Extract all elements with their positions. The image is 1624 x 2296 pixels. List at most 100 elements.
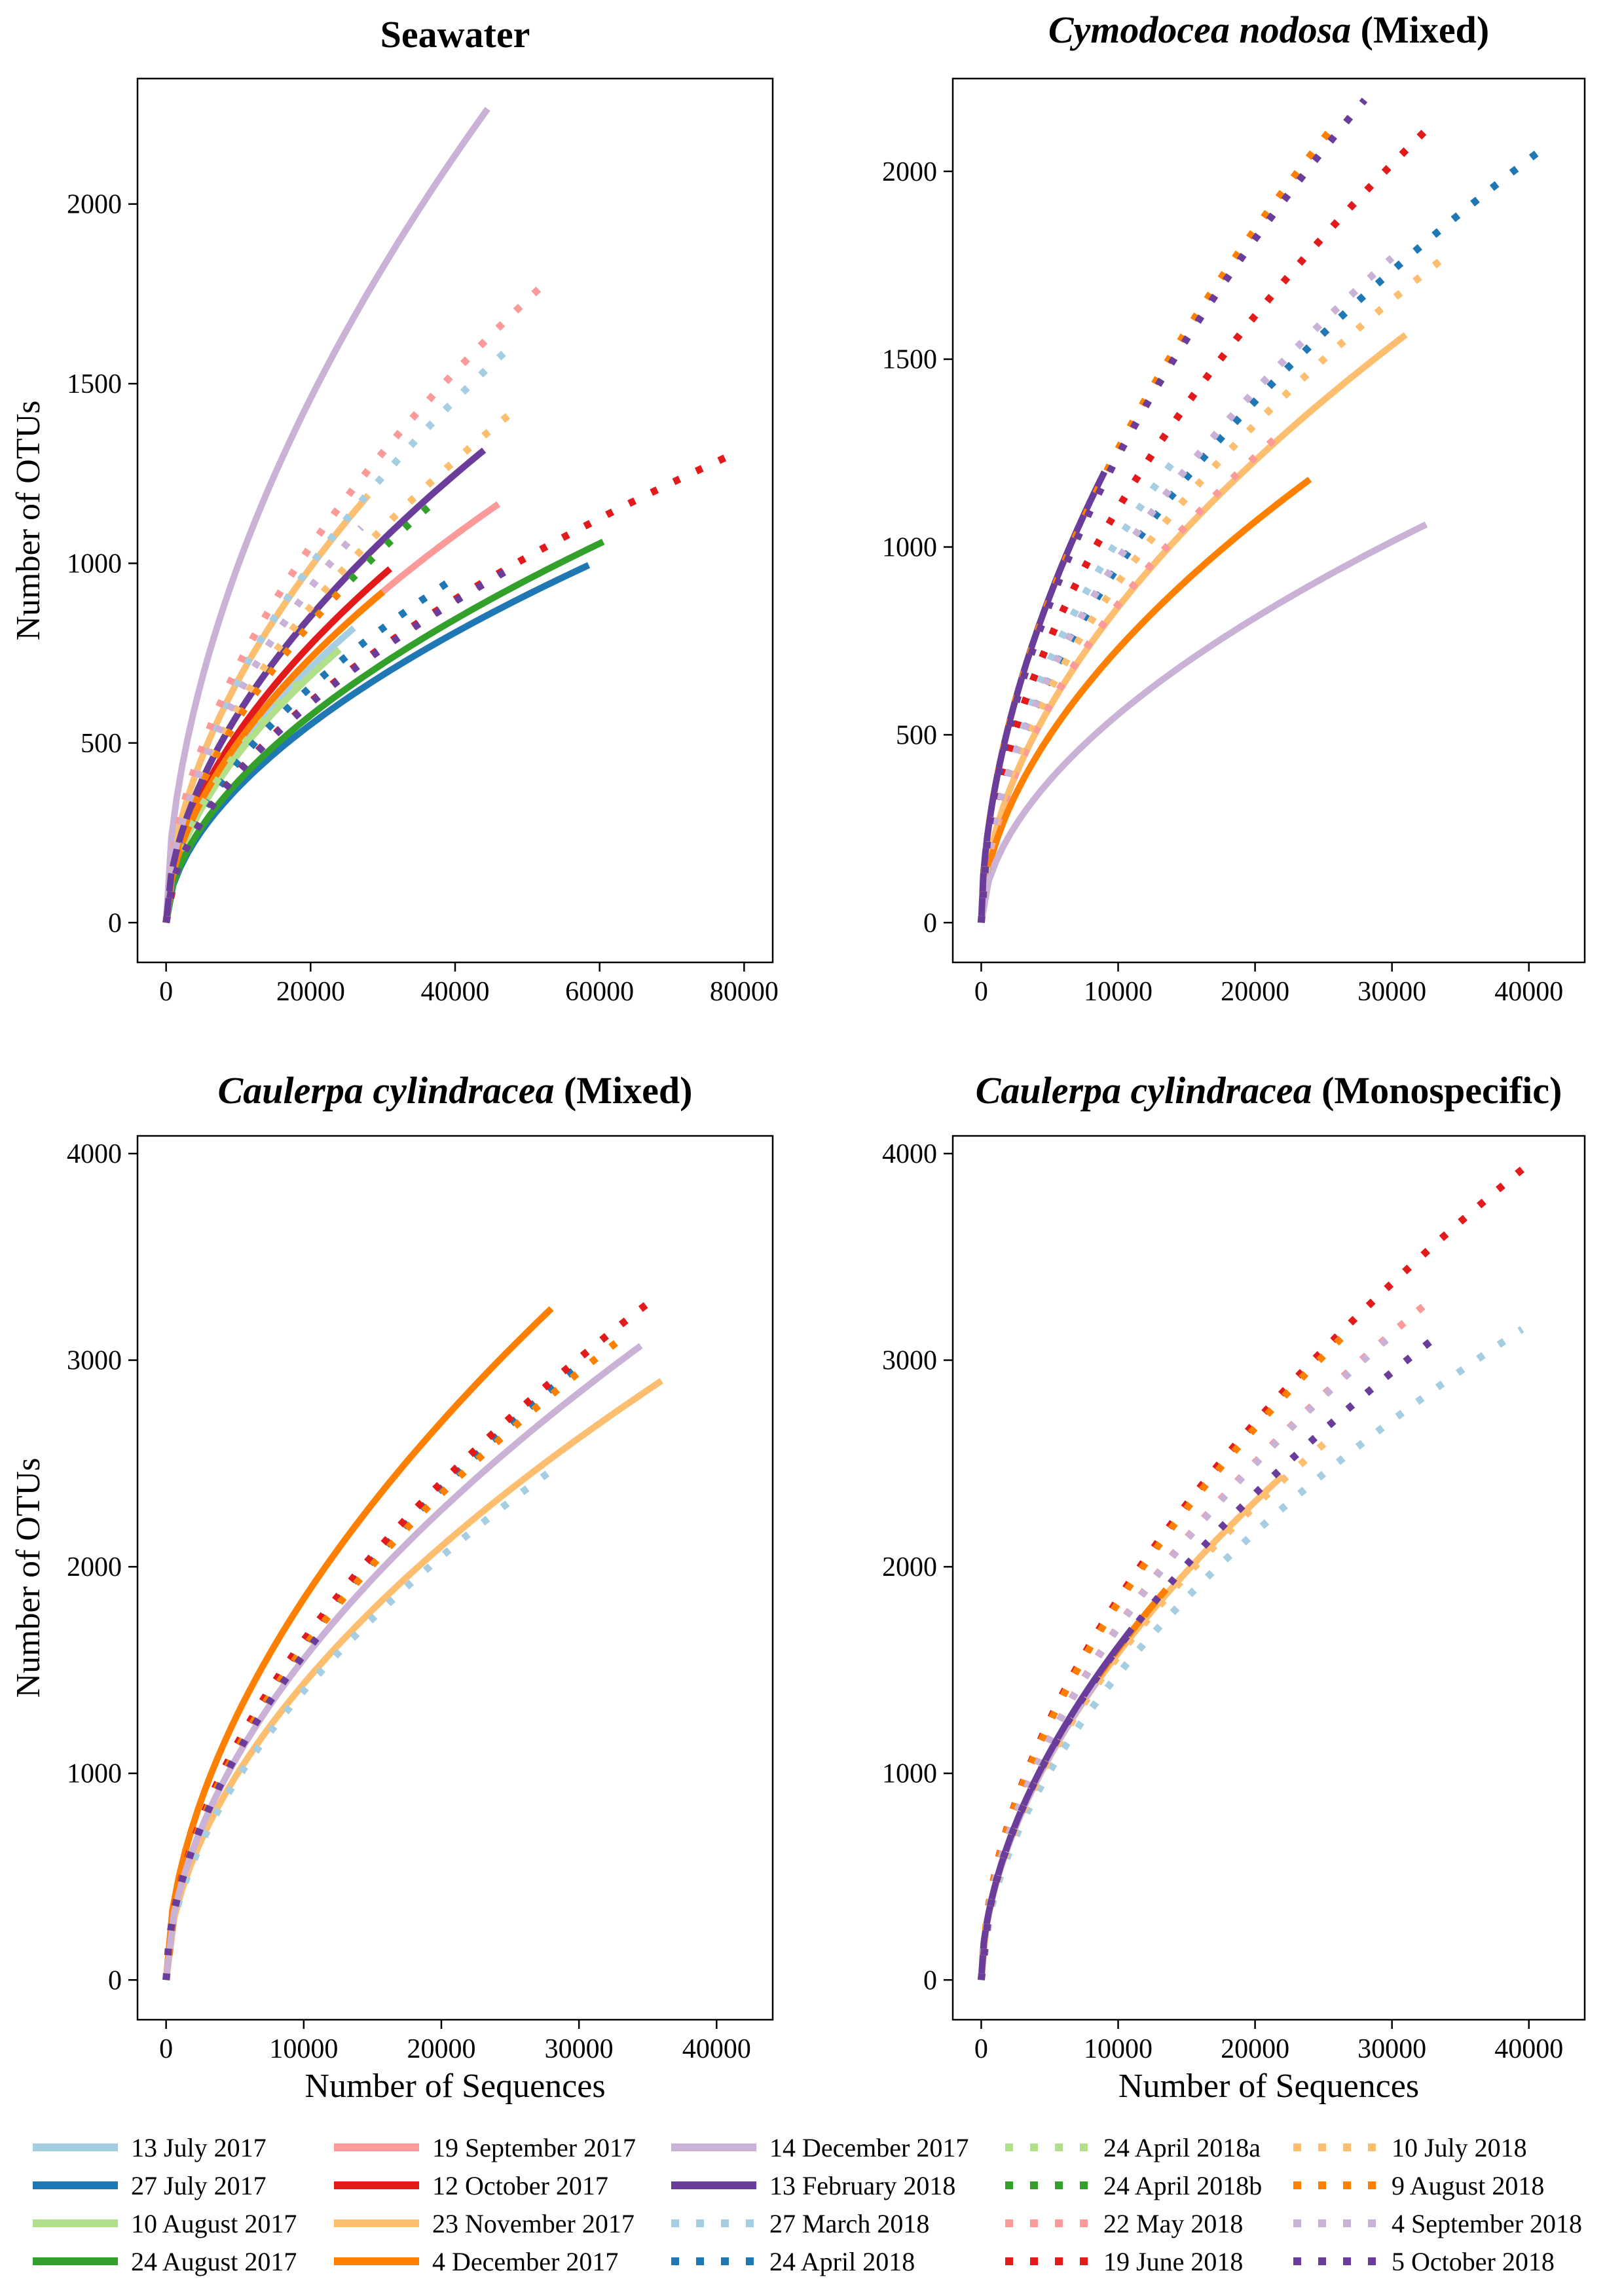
panel-3: Caulerpa cylindracea (Mixed)0 10000 20000 3… [10,1069,774,2105]
x-tick-label: 0 [159,2034,173,2064]
legend-label: 22 May 2018 [1103,2209,1243,2238]
y-tick-label: 2000 [67,1552,122,1582]
series-curve-27-july-2017 [162,562,591,924]
series-curve-4-december-2017 [162,1306,554,1980]
x-tick-label: 30000 [545,2034,614,2064]
series-curve-19-june-2018 [977,1161,1532,1980]
series-curve-10-july-2018 [977,247,1456,923]
x-tick-label: 20000 [276,977,345,1007]
legend-item-27-july-2017: 27 July 2017 [33,2171,267,2200]
x-tick-label: 40000 [1494,977,1563,1007]
legend-item-27-march-2018: 27 March 2018 [671,2209,929,2238]
y-tick-label: 500 [81,729,122,759]
legend-item-14-december-2017: 14 December 2017 [671,2133,969,2162]
y-tick-label: 500 [896,720,937,750]
legend-item-24-april-2018b: 24 April 2018b [1005,2171,1262,2200]
y-tick-label: 1000 [882,533,937,563]
legend-item-22-may-2018: 22 May 2018 [1005,2209,1243,2238]
series-curve-19-september-2017 [162,501,501,923]
chart-title-part: (Monospecific) [1312,1069,1562,1112]
chart-title-part: Seawater [380,13,530,56]
y-tick-label: 4000 [67,1139,122,1169]
legend-item-4-september-2018: 4 September 2018 [1293,2209,1582,2238]
legend-item-10-august-2017: 10 August 2017 [33,2209,297,2238]
x-axis-label: Number of Sequences [1118,2068,1419,2105]
plot-frame [951,77,1586,964]
x-tick-label: 10000 [269,2034,338,2064]
x-tick-label: 0 [974,977,988,1007]
legend-label: 14 December 2017 [769,2133,969,2162]
x-axis-label: Number of Sequences [304,2068,605,2105]
x-tick-label: 20000 [407,2034,475,2064]
x-tick-label: 0 [159,977,173,1007]
chart-title-part: Caulerpa cylindracea [976,1069,1312,1112]
series-curve-23-november-2017 [978,1473,1285,1980]
series-curve-27-march-2018 [162,1463,561,1980]
legend-label: 9 August 2018 [1392,2171,1544,2200]
chart-title: Caulerpa cylindracea (Mixed) [218,1069,693,1112]
legend-item-13-july-2017: 13 July 2017 [33,2133,267,2162]
legend-item-12-october-2017: 12 October 2017 [334,2171,608,2200]
legend-label: 4 December 2017 [432,2247,618,2276]
legend-label: 24 April 2018a [1103,2133,1261,2162]
y-tick-label: 0 [108,908,122,938]
series-curve-4-september-2018 [977,1326,1401,1980]
series-curve-23-november-2017 [162,1377,663,1980]
plot-frame [136,77,774,964]
plot-frame [951,1135,1586,2021]
legend-label: 19 June 2018 [1103,2247,1243,2276]
legend-label: 12 October 2017 [432,2171,608,2200]
series-curve-9-august-2018 [162,582,350,923]
series-curve-23-november-2017 [978,332,1408,923]
series-curve-9-august-2018 [162,1336,623,1980]
plot-frame [136,1135,774,2021]
legend-label: 27 July 2017 [131,2171,267,2200]
series-curve-5-october-2018 [162,1626,327,1980]
series-curve-22-may-2018 [977,435,1278,923]
chart-title-part: Cymodocea nodosa [1048,9,1351,51]
legend-item-13-february-2018: 13 February 2018 [671,2171,955,2200]
series-curve-27-march-2018 [162,348,508,923]
legend-item-19-june-2018: 19 June 2018 [1005,2247,1243,2276]
legend-label: 4 September 2018 [1392,2209,1582,2238]
curves [162,107,728,924]
legend-label: 27 March 2018 [769,2209,929,2238]
curves [977,98,1545,924]
x-tick-label: 80000 [710,977,779,1007]
series-curve-4-september-2018 [977,255,1395,923]
series-curve-9-august-2018 [977,1332,1347,1980]
x-tick-label: 40000 [682,2034,751,2064]
curves [162,1295,663,1980]
series-curve-13-february-2018 [162,447,487,923]
y-tick-label: 1500 [67,369,122,399]
legend-item-10-july-2018: 10 July 2018 [1293,2133,1527,2162]
curves [977,1161,1532,1981]
series-curve-4-december-2017 [978,477,1312,923]
series-curve-10-july-2018 [162,406,519,923]
series-curve-24-august-2017 [162,539,605,924]
legend-item-9-august-2018: 9 August 2018 [1293,2171,1544,2200]
series-curve-22-may-2018 [977,1295,1435,1980]
legend-label: 23 November 2017 [432,2209,635,2238]
chart-title-part: (Mixed) [554,1069,692,1112]
y-tick-label: 1000 [67,549,122,579]
y-tick-label: 1000 [882,1759,937,1789]
y-tick-label: 4000 [882,1139,937,1169]
series-curve-22-may-2018 [162,276,552,923]
series-curve-5-october-2018 [162,560,523,924]
series-curve-10-july-2018 [977,1429,1340,1980]
y-tick-label: 2000 [882,1552,937,1582]
series-curve-24-april-2018 [977,145,1545,923]
x-tick-label: 10000 [1084,2034,1153,2064]
legend-label: 13 February 2018 [769,2171,955,2200]
y-axis-label: Number of OTUs [10,401,47,641]
panel-4: Caulerpa cylindracea (Monospecific) 0 1000… [882,1069,1586,2105]
x-tick-label: 30000 [1357,2034,1426,2064]
y-tick-label: 0 [108,1965,122,1995]
x-tick-label: 10000 [1084,977,1153,1007]
x-tick-label: 40000 [1494,2034,1563,2064]
legend-label: 19 September 2017 [432,2133,636,2162]
chart-title: Seawater [380,13,530,56]
legend-label: 10 August 2017 [131,2209,297,2238]
legend-item-24-april-2018: 24 April 2018 [671,2247,915,2276]
